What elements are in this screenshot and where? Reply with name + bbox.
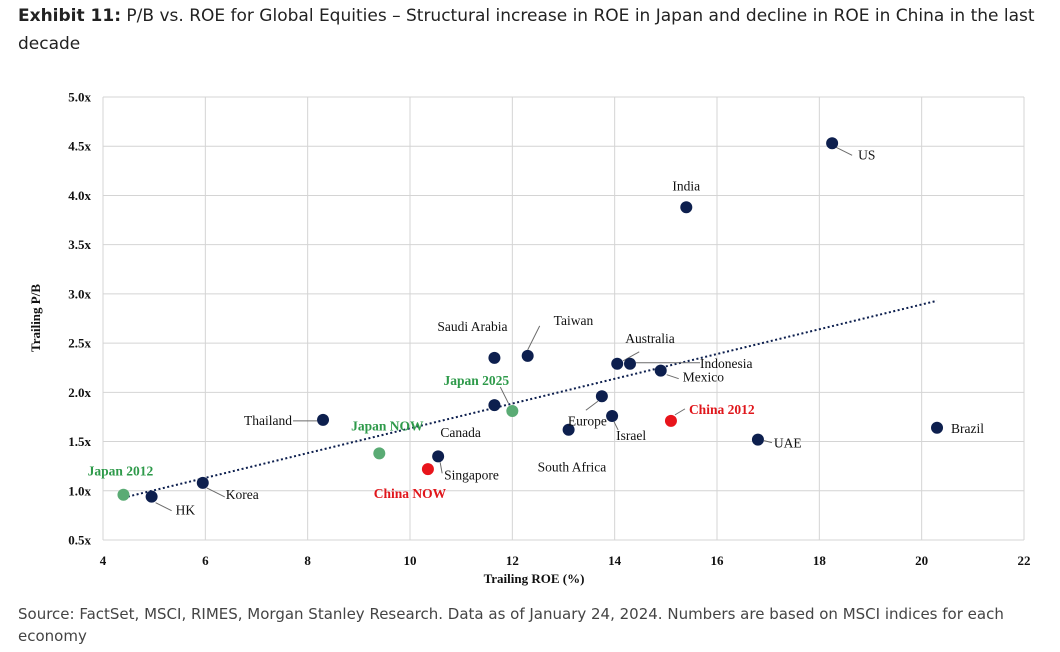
y-tick-label: 5.0x xyxy=(68,90,91,105)
leader-taiwan xyxy=(527,325,541,351)
gridlines xyxy=(102,96,1025,541)
leader-australia xyxy=(622,351,640,362)
leader-korea xyxy=(206,487,225,498)
y-tick-label: 3.0x xyxy=(68,286,91,301)
x-tick-labels: 4 6 8 10 12 14 16 18 20 22 xyxy=(100,553,1031,568)
label-uae: UAE xyxy=(774,436,802,451)
point-taiwan xyxy=(521,349,534,362)
label-israel: Israel xyxy=(616,428,646,443)
x-tick-label: 14 xyxy=(608,553,622,568)
point-japan-2012 xyxy=(117,488,130,501)
label-singapore: Singapore xyxy=(444,467,499,482)
chart-title: Exhibit 11: P/B vs. ROE for Global Equit… xyxy=(18,2,1048,58)
leader-israel xyxy=(613,421,619,431)
label-china-now: China NOW xyxy=(374,486,447,501)
y-tick-label: 2.5x xyxy=(68,336,91,351)
source-note: Source: FactSet, MSCI, RIMES, Morgan Sta… xyxy=(18,605,1004,645)
label-australia: Australia xyxy=(625,331,675,346)
point-korea xyxy=(196,476,209,489)
leader-mexico xyxy=(666,374,679,380)
leader-singapore xyxy=(439,462,443,474)
x-tick-label: 22 xyxy=(1018,553,1031,568)
label-india: India xyxy=(672,178,700,193)
label-japan-now: Japan NOW xyxy=(351,418,424,433)
point-saudi-arabia xyxy=(488,351,501,364)
x-tick-label: 16 xyxy=(711,553,725,568)
y-tick-label: 1.0x xyxy=(68,483,91,498)
point-thailand xyxy=(317,413,330,426)
label-thailand: Thailand xyxy=(244,413,292,428)
label-us: US xyxy=(858,147,875,162)
point-uae xyxy=(751,433,764,446)
label-taiwan: Taiwan xyxy=(554,313,594,328)
label-saudi-arabia: Saudi Arabia xyxy=(437,319,507,334)
point-south-africa xyxy=(562,423,575,436)
label-leader-lines xyxy=(155,146,853,512)
x-tick-label: 8 xyxy=(304,553,311,568)
leader-europe xyxy=(585,400,599,411)
point-mexico xyxy=(654,364,667,377)
point-europe xyxy=(595,390,608,403)
point-japan-now xyxy=(373,447,386,460)
leader-us xyxy=(835,146,853,156)
label-indonesia: Indonesia xyxy=(700,356,752,371)
point-india xyxy=(680,201,693,214)
label-canada: Canada xyxy=(440,425,480,440)
y-tick-label: 3.5x xyxy=(68,237,91,252)
x-tick-label: 20 xyxy=(915,553,928,568)
leader-china-2012 xyxy=(674,408,686,416)
trendline xyxy=(123,299,938,499)
label-south-africa: South Africa xyxy=(538,460,607,475)
point-hk xyxy=(145,490,158,503)
x-tick-label: 10 xyxy=(404,553,417,568)
y-tick-label: 0.5x xyxy=(68,533,91,548)
leader-hk xyxy=(155,502,172,512)
point-brazil xyxy=(931,421,944,434)
label-hk: HK xyxy=(176,503,196,518)
label-brazil: Brazil xyxy=(951,421,984,436)
y-tick-label: 2.0x xyxy=(68,385,91,400)
y-tick-label: 4.5x xyxy=(68,139,91,154)
point-labels: US India Taiwan Saudi Arabia Australia Indone… xyxy=(88,147,985,517)
point-china-2012 xyxy=(664,414,677,427)
point-israel xyxy=(606,409,619,422)
x-tick-label: 6 xyxy=(202,553,209,568)
label-korea: Korea xyxy=(226,487,259,502)
point-japan-2025 xyxy=(506,405,519,418)
point-china-now xyxy=(421,463,434,476)
label-china-2012: China 2012 xyxy=(689,402,755,417)
leader-uae xyxy=(763,440,773,444)
x-tick-label: 4 xyxy=(100,553,107,568)
leader-japan-2025 xyxy=(499,386,509,404)
point-indonesia xyxy=(624,357,637,370)
label-europe: Europe xyxy=(568,413,607,428)
data-points xyxy=(117,137,944,503)
x-axis-label: Trailing ROE (%) xyxy=(484,571,585,586)
point-singapore xyxy=(432,450,445,463)
exhibit-label: Exhibit 11: xyxy=(18,6,122,26)
y-tick-label: 4.0x xyxy=(68,188,91,203)
y-tick-label: 1.5x xyxy=(68,434,91,449)
point-canada xyxy=(488,399,501,412)
x-tick-label: 18 xyxy=(813,553,827,568)
label-japan-2012: Japan 2012 xyxy=(88,464,154,479)
title-text: P/B vs. ROE for Global Equities – Struct… xyxy=(18,6,1035,54)
label-mexico: Mexico xyxy=(683,370,724,385)
x-tick-label: 12 xyxy=(506,553,519,568)
point-us xyxy=(826,137,839,150)
y-axis-label: Trailing P/B xyxy=(28,284,43,352)
label-japan-2025: Japan 2025 xyxy=(444,373,510,388)
y-tick-labels: 0.5x 1.0x 1.5x 2.0x 2.5x 3.0x 3.5x 4.0x 4.5x 5.0x xyxy=(68,90,91,548)
scatter-chart: 0.5x 1.0x 1.5x 2.0x 2.5x 3.0x 3.5x 4.0x 4.5x 5.0x… xyxy=(28,90,1031,587)
point-australia xyxy=(611,357,624,370)
